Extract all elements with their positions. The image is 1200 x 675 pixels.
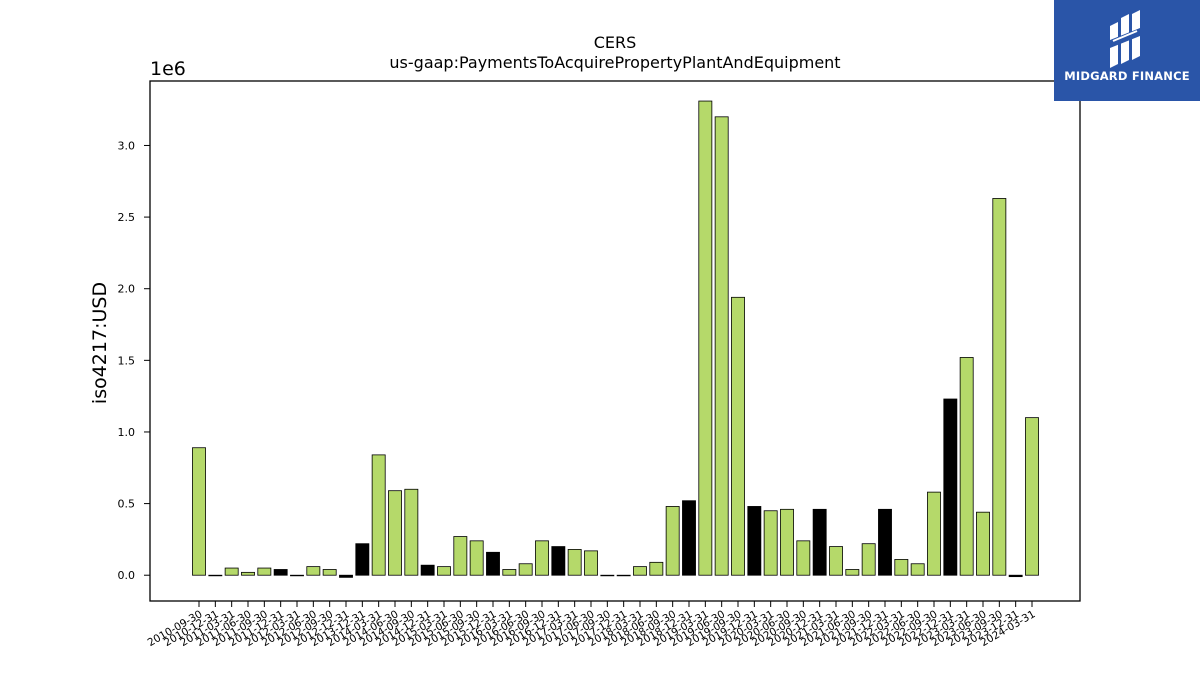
bar-2018-03-31 xyxy=(633,566,647,576)
plot-frame xyxy=(149,80,1081,602)
bar-2021-03-31 xyxy=(829,546,843,576)
y-tick-label: 2.0 xyxy=(118,283,136,296)
y-tick-label: 2.5 xyxy=(118,211,136,224)
bar-2016-06-30 xyxy=(518,563,533,576)
bar-2019-03-31 xyxy=(698,100,713,576)
bar-2015-03-31 xyxy=(437,566,451,576)
bar-2011-09-30 xyxy=(257,567,272,576)
y-tick-label: 1.0 xyxy=(118,426,136,439)
bar-2020-09-30 xyxy=(796,540,811,576)
y-tick-label: 1.5 xyxy=(118,354,136,367)
bars xyxy=(192,100,1039,578)
bar-2021-06-30 xyxy=(845,569,860,576)
y-axis: 0.0 0.5 1.0 1.5 2.0 2.5 3.0 xyxy=(118,139,150,582)
bar-2012-09-30 xyxy=(322,569,337,576)
bar-2014-06-30 xyxy=(388,490,402,576)
bar-2012-03-31 xyxy=(290,574,304,577)
bar-2022-12-31 xyxy=(943,398,958,576)
bar-2020-06-30 xyxy=(780,508,794,576)
bar-2015-12-31 xyxy=(486,551,500,576)
bar-2019-12-31 xyxy=(747,506,762,576)
x-axis: 2010-09-302010-12-312011-03-312011-06-30… xyxy=(146,601,1038,649)
bar-2019-06-30 xyxy=(714,116,729,576)
bar-2011-03-31 xyxy=(224,567,239,576)
bar-2022-06-30 xyxy=(910,563,925,576)
midgard-logo[interactable]: MIDGARD FINANCE xyxy=(1054,0,1200,101)
bar-2018-06-30 xyxy=(649,561,664,576)
y-scale-label: 1e6 xyxy=(150,58,186,80)
bar-2018-09-30 xyxy=(665,506,680,576)
bar-2011-12-31 xyxy=(273,569,288,576)
bar-2016-12-31 xyxy=(551,546,566,576)
bar-2012-06-30 xyxy=(306,566,321,576)
bar-2024-03-31 xyxy=(1025,417,1039,576)
bar-2017-12-31 xyxy=(616,574,631,577)
bar-2023-06-30 xyxy=(976,511,990,576)
bar-2017-03-31 xyxy=(567,549,582,576)
chart-title: CERS xyxy=(594,33,637,52)
bar-2019-09-30 xyxy=(731,296,745,576)
bar-2017-06-30 xyxy=(584,550,598,576)
bar-2012-12-31 xyxy=(339,574,353,578)
logo-text: MIDGARD FINANCE xyxy=(1064,69,1190,83)
bar-2017-09-30 xyxy=(600,574,615,577)
bar-2016-03-31 xyxy=(502,569,517,576)
y-tick-label: 0.0 xyxy=(118,569,136,582)
chart-subtitle: us-gaap:PaymentsToAcquirePropertyPlantAn… xyxy=(389,53,840,72)
bar-2015-06-30 xyxy=(453,536,468,576)
bar-2021-09-30 xyxy=(861,543,876,576)
bar-2021-12-31 xyxy=(878,508,892,576)
bar-2014-12-31 xyxy=(420,564,435,576)
bar-2011-06-30 xyxy=(241,571,255,576)
bar-2023-09-30 xyxy=(992,198,1007,576)
bar-2022-09-30 xyxy=(927,491,941,576)
y-tick-label: 3.0 xyxy=(118,139,136,152)
bar-2014-03-31 xyxy=(371,454,386,576)
bar-2020-03-31 xyxy=(763,510,778,576)
bar-2010-12-31 xyxy=(208,574,223,577)
bar-2010-09-30 xyxy=(192,447,206,576)
y-axis-label: iso4217:USD xyxy=(89,282,111,404)
y-tick-label: 0.5 xyxy=(118,498,136,511)
bar-2016-09-30 xyxy=(535,540,549,576)
bar-2014-09-30 xyxy=(404,488,419,576)
bar-2023-03-31 xyxy=(959,357,974,576)
bar-2013-12-31 xyxy=(355,543,370,576)
midgard-logo-icon xyxy=(1110,10,1140,68)
bar-2022-03-31 xyxy=(894,559,909,576)
bar-2023-12-31 xyxy=(1008,574,1023,578)
bar-2018-12-31 xyxy=(682,500,696,576)
bar-2020-12-31 xyxy=(812,508,827,576)
bar-2015-09-30 xyxy=(469,540,484,576)
